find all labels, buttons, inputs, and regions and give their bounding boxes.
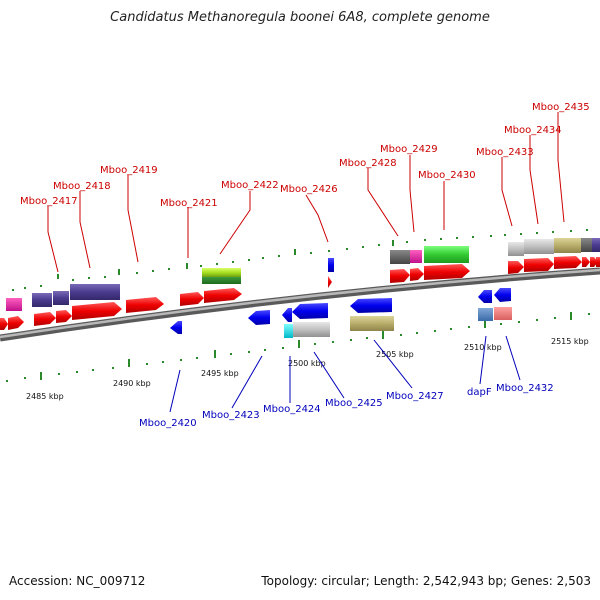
feature-box[interactable]: [350, 316, 394, 331]
gene-label-forward[interactable]: Mboo_2429: [380, 144, 438, 155]
reverse-gene-arrow[interactable]: [292, 303, 328, 319]
feature-box[interactable]: [592, 238, 600, 252]
gene-label-reverse[interactable]: Mboo_2424: [263, 404, 321, 415]
gene-label-forward[interactable]: Mboo_2421: [160, 198, 218, 209]
forward-gene-arrow[interactable]: [72, 302, 122, 320]
feature-box[interactable]: [494, 307, 512, 320]
feature-box[interactable]: [202, 277, 241, 284]
feature-box[interactable]: [554, 238, 581, 253]
accession-text: Accession: NC_009712: [9, 574, 146, 588]
scale-label: 2490 kbp: [113, 379, 151, 388]
scale-label: 2515 kbp: [551, 337, 589, 346]
forward-gene-arrow[interactable]: [524, 258, 554, 272]
reverse-gene-arrow[interactable]: [170, 321, 182, 334]
scale-label: 2495 kbp: [201, 369, 239, 378]
forward-cds-track: [0, 256, 600, 330]
gene-label-forward[interactable]: Mboo_2428: [339, 158, 397, 169]
forward-gene-arrow[interactable]: [34, 312, 56, 326]
gene-label-forward[interactable]: Mboo_2430: [418, 170, 476, 181]
feature-box[interactable]: [6, 298, 22, 311]
forward-gene-arrow[interactable]: [424, 264, 470, 280]
gene-label-reverse[interactable]: Mboo_2432: [496, 383, 554, 394]
forward-label-leaders: [47, 112, 565, 273]
forward-gene-arrow[interactable]: [204, 288, 242, 303]
topology-text: Topology: circular; Length: 2,542,943 bp…: [261, 574, 591, 588]
scale-label: 2500 kbp: [288, 359, 326, 368]
forward-gene-arrow[interactable]: [390, 269, 410, 283]
feature-box[interactable]: [478, 308, 493, 321]
reverse-gene-arrow[interactable]: [350, 298, 392, 313]
feature-box[interactable]: [410, 250, 422, 263]
feature-box[interactable]: [284, 324, 293, 338]
forward-gene-arrow[interactable]: [180, 292, 204, 306]
lower-tick-track: [6, 312, 590, 382]
gene-label-forward[interactable]: Mboo_2417: [20, 196, 78, 207]
feature-box[interactable]: [390, 250, 410, 264]
forward-gene-arrow[interactable]: [126, 297, 164, 313]
genome-backbone: [0, 267, 600, 342]
gene-label-reverse[interactable]: dapF: [467, 387, 492, 398]
gene-label-forward[interactable]: Mboo_2435: [532, 102, 590, 113]
gene-label-reverse[interactable]: Mboo_2423: [202, 410, 260, 421]
feature-box[interactable]: [424, 246, 469, 263]
gene-label-forward[interactable]: Mboo_2422: [221, 180, 279, 191]
feature-box[interactable]: [524, 239, 554, 254]
forward-feature-track: [6, 238, 600, 311]
feature-box[interactable]: [202, 268, 241, 277]
reverse-cds-track: [170, 258, 511, 334]
reverse-label-leaders: [169, 335, 521, 413]
gene-label-forward[interactable]: Mboo_2426: [280, 184, 338, 195]
reverse-gene-arrow[interactable]: [328, 258, 334, 272]
map-title: Candidatus Methanoregula boonei 6A8, com…: [110, 10, 490, 25]
scale-label: 2485 kbp: [26, 392, 64, 401]
reverse-gene-arrow[interactable]: [248, 310, 270, 325]
gene-label-forward[interactable]: Mboo_2418: [53, 181, 111, 192]
gene-label-reverse[interactable]: Mboo_2427: [386, 391, 444, 402]
forward-gene-arrow[interactable]: [554, 256, 582, 269]
forward-gene-arrow[interactable]: [8, 316, 24, 330]
feature-box[interactable]: [293, 322, 330, 337]
forward-gene-arrow[interactable]: [0, 318, 8, 330]
reverse-gene-arrow[interactable]: [478, 290, 492, 303]
feature-box[interactable]: [32, 293, 52, 307]
reverse-gene-arrow[interactable]: [282, 308, 292, 322]
forward-gene-arrow[interactable]: [596, 257, 600, 267]
forward-gene-arrow[interactable]: [582, 257, 590, 267]
forward-gene-arrow[interactable]: [410, 268, 424, 281]
feature-box[interactable]: [70, 284, 120, 300]
reverse-gene-arrow[interactable]: [494, 288, 511, 302]
forward-gene-arrow[interactable]: [56, 310, 72, 323]
feature-box[interactable]: [508, 242, 524, 256]
gene-label-forward[interactable]: Mboo_2433: [476, 147, 534, 158]
feature-box[interactable]: [53, 291, 69, 305]
gene-label-forward[interactable]: Mboo_2419: [100, 165, 158, 176]
gene-label-reverse[interactable]: Mboo_2425: [325, 398, 383, 409]
gene-label-reverse[interactable]: Mboo_2420: [139, 418, 197, 429]
forward-gene-arrow[interactable]: [508, 261, 524, 274]
feature-box[interactable]: [581, 238, 592, 252]
upper-tick-track: [12, 229, 588, 291]
gene-label-forward[interactable]: Mboo_2434: [504, 125, 562, 136]
reverse-feature-track: [284, 307, 512, 338]
scale-label: 2505 kbp: [376, 350, 414, 359]
scale-label: 2510 kbp: [464, 343, 502, 352]
forward-gene-arrow[interactable]: [328, 276, 332, 288]
